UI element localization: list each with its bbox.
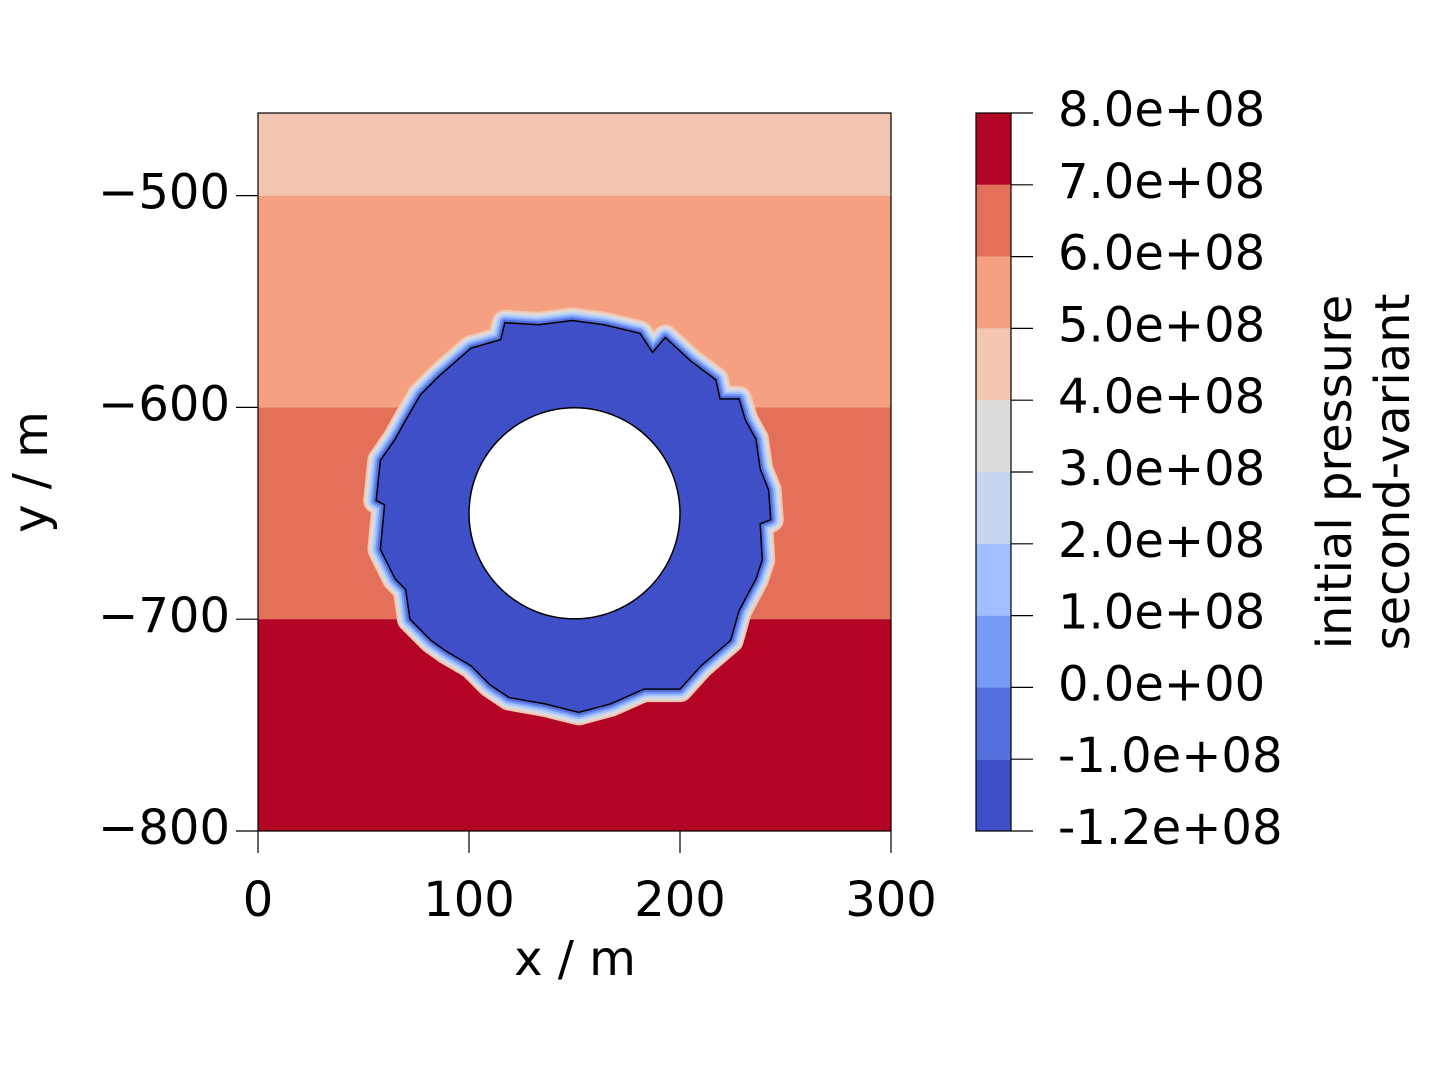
y-tick-label: −700	[98, 588, 230, 644]
colorbar-band	[976, 615, 1011, 688]
colorbar-tick-label: -1.0e+08	[1058, 728, 1282, 784]
y-axis-label: y / m	[3, 411, 59, 533]
colorbar-band	[976, 400, 1011, 472]
x-tick-label: 300	[845, 872, 937, 928]
colorbar-band	[976, 472, 1011, 544]
colorbar-band	[976, 256, 1011, 329]
ring-outline	[375, 319, 772, 714]
colorbar-label: initial pressure	[1307, 295, 1363, 650]
colorbar-tick-label: 0.0e+00	[1058, 656, 1265, 712]
x-axis-label: x / m	[514, 931, 636, 987]
colorbar-label: second-variant	[1365, 294, 1421, 651]
plot-frame	[257, 112, 892, 832]
colorbar-band	[976, 184, 1011, 257]
colorbar-tick-label: 8.0e+08	[1058, 82, 1265, 138]
contour-band	[258, 113, 891, 196]
colorbar-tick-label: 6.0e+08	[1058, 226, 1265, 282]
colorbar-band	[976, 759, 1011, 831]
hole	[468, 407, 681, 620]
x-tick-label: 0	[243, 872, 274, 928]
colorbar-tick-label: 1.0e+08	[1058, 585, 1265, 641]
y-tick-label: −600	[98, 376, 230, 432]
colorbar-tick-label: -1.2e+08	[1058, 800, 1282, 856]
y-tick-label: −500	[98, 165, 230, 221]
colorbar-band	[976, 113, 1011, 185]
y-tick-label: −800	[98, 800, 230, 856]
colorbar-tick-label: 4.0e+08	[1058, 369, 1265, 425]
colorbar-tick-label: 5.0e+08	[1058, 297, 1265, 353]
colorbar-tick-label: 7.0e+08	[1058, 154, 1265, 210]
colorbar-band	[976, 328, 1011, 401]
colorbar-band	[976, 543, 1011, 616]
x-tick-label: 200	[634, 872, 726, 928]
colorbar-band	[976, 687, 1011, 760]
x-tick-label: 100	[423, 872, 515, 928]
colorbar-tick-label: 3.0e+08	[1058, 441, 1265, 497]
colorbar-tick-label: 2.0e+08	[1058, 513, 1265, 569]
